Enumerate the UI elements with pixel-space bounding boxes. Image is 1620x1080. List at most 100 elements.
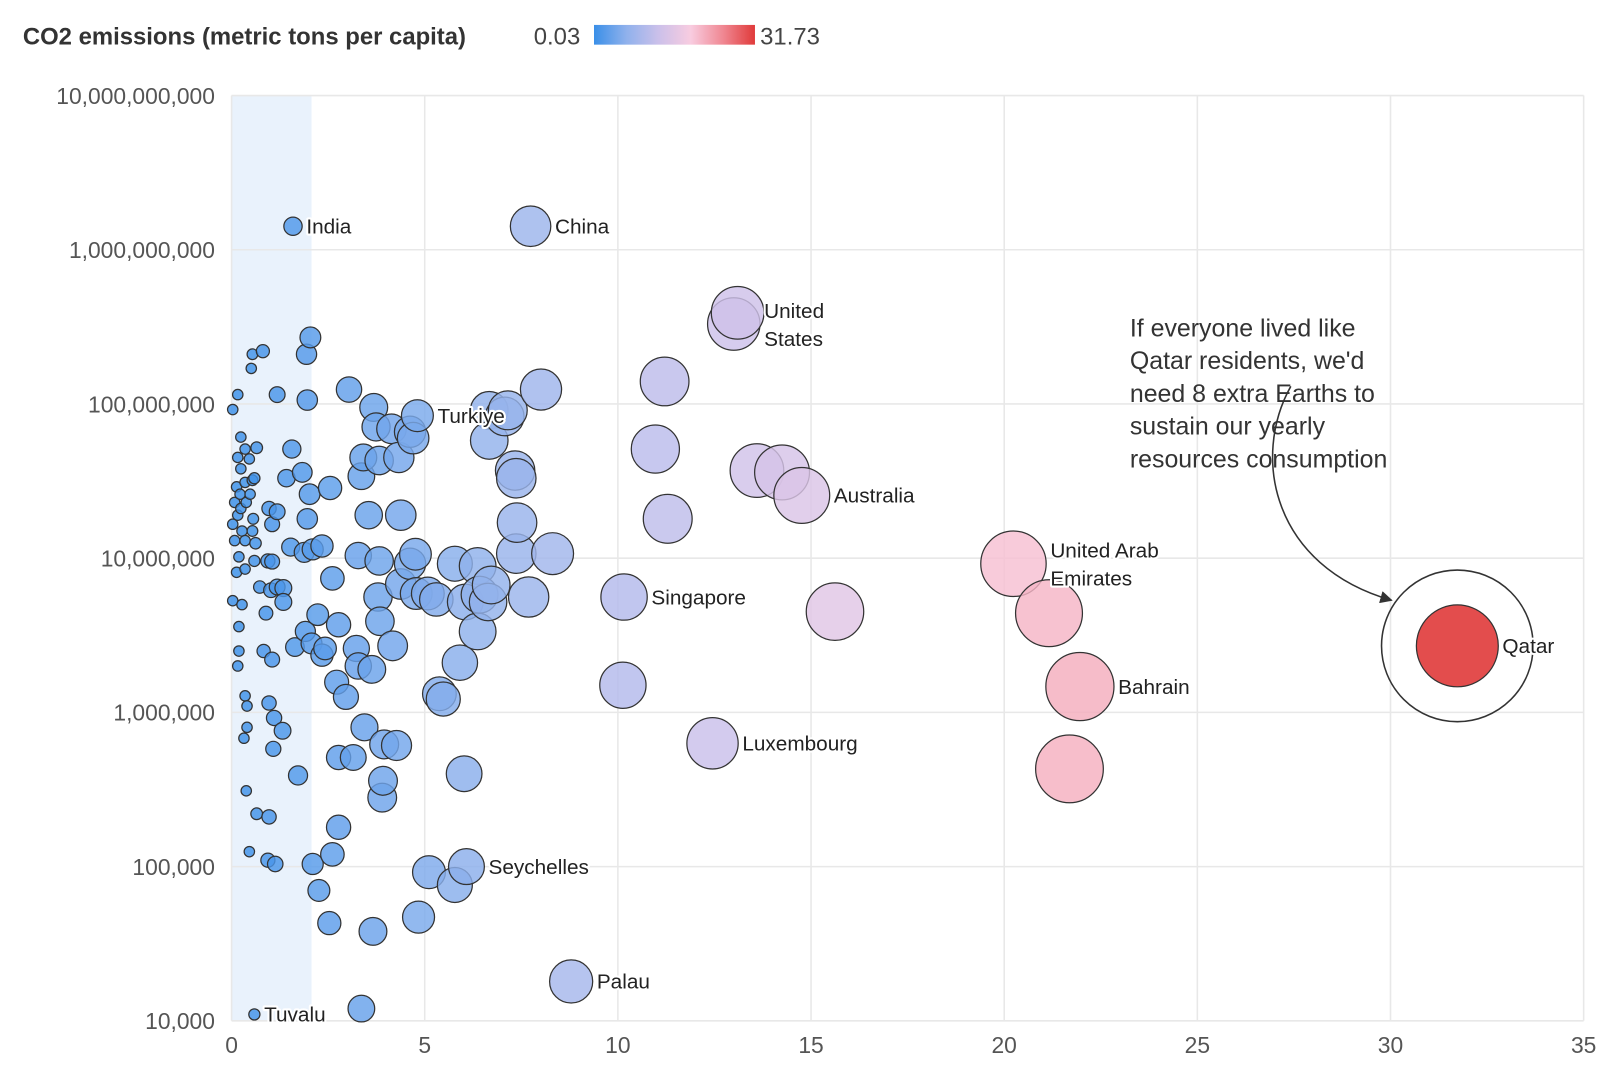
x-tick-label: 10 <box>605 1032 630 1058</box>
y-tick-label: 10,000,000,000 <box>56 83 215 109</box>
bubble <box>247 512 260 525</box>
bubble <box>325 612 352 638</box>
bubble <box>354 500 384 530</box>
bubble <box>255 343 271 359</box>
bubble <box>273 721 292 740</box>
x-tick-label: 35 <box>1571 1032 1596 1058</box>
bubble <box>1035 734 1104 804</box>
legend-color-bar <box>594 24 755 45</box>
bubble <box>233 645 245 657</box>
bubble <box>239 563 251 575</box>
bubble <box>339 743 367 772</box>
bubble <box>266 855 284 873</box>
bubble <box>287 765 309 786</box>
grid <box>230 94 1585 1022</box>
bubble <box>291 461 313 483</box>
bubble-turkiye <box>400 399 434 433</box>
bubble <box>335 376 363 403</box>
bubble <box>249 536 262 550</box>
bubble <box>274 592 293 612</box>
y-tick-label: 1,000,000 <box>113 700 215 726</box>
legend-title: CO2 emissions (metric tons per capita) <box>23 24 466 51</box>
bubble <box>441 644 479 681</box>
label-united-states: United States <box>764 300 824 351</box>
bubble <box>425 681 461 717</box>
y-tick-label: 10,000,000 <box>101 545 215 571</box>
annotation-line: resources consumption <box>1130 445 1387 473</box>
bubble <box>226 403 239 416</box>
label-qatar: Qatar <box>1502 635 1554 658</box>
x-tick-label: 0 <box>225 1032 238 1058</box>
bubble-luxembourg <box>686 717 739 770</box>
annotation: If everyone lived like Qatar residents, w… <box>1130 314 1393 604</box>
label-united-arab-emirates: United Arab Emirates <box>1050 540 1158 591</box>
bubble <box>495 457 537 499</box>
bubble <box>364 546 394 576</box>
bubble-tuvalu <box>248 1008 261 1021</box>
bubble <box>243 845 256 858</box>
bubble <box>317 475 343 501</box>
bubble <box>241 721 253 734</box>
bubble <box>496 502 538 544</box>
bubble <box>639 356 690 407</box>
bubble <box>519 368 563 411</box>
bubble <box>401 900 436 934</box>
bubble-australia <box>773 466 831 525</box>
bubble <box>642 493 693 544</box>
bubble <box>310 534 334 558</box>
bubble <box>233 551 245 563</box>
bubble <box>377 630 409 662</box>
bubble <box>365 606 395 637</box>
x-tick-label: 5 <box>418 1032 431 1058</box>
bubble <box>313 636 337 661</box>
bubble <box>320 842 345 867</box>
bubble <box>347 994 376 1023</box>
bubble <box>240 785 253 797</box>
legend-min-label: 0.03 <box>534 24 580 51</box>
bubble <box>236 525 248 537</box>
bubble <box>250 441 264 455</box>
bubble <box>306 603 330 627</box>
bubble <box>805 582 865 642</box>
bubble <box>250 807 264 821</box>
bubble <box>246 525 259 537</box>
annotation-line: need 8 extra Earths to <box>1130 380 1375 408</box>
bubble <box>350 713 379 742</box>
bubble <box>235 462 247 475</box>
label-turkiye: Turkiye <box>437 405 504 428</box>
y-axis: 10,000,000,000 1,000,000,000 100,000,000 10… <box>56 83 215 1034</box>
bubble <box>243 453 256 465</box>
y-tick-label: 100,000,000 <box>88 391 215 417</box>
highlight-ring <box>1380 569 1534 723</box>
x-tick-label: 15 <box>798 1032 823 1058</box>
bubble <box>231 660 244 672</box>
x-axis: 0 5 10 15 20 25 30 35 <box>225 1032 1596 1058</box>
label-tuvalu: Tuvalu <box>264 1004 326 1027</box>
legend: CO2 emissions (metric tons per capita) 0… <box>23 24 820 51</box>
bubble <box>231 388 244 401</box>
point-labels: India China United States Turkiye Australia Un… <box>262 213 1556 1028</box>
label-singapore: Singapore <box>651 586 746 609</box>
x-tick-label: 20 <box>991 1032 1016 1058</box>
bubble <box>358 916 388 946</box>
annotation-line: If everyone lived like <box>1130 314 1356 342</box>
bubble <box>261 695 277 711</box>
bubble <box>245 362 258 375</box>
bubble <box>325 814 352 840</box>
bubble <box>248 554 261 568</box>
bubble-bahrain <box>1045 651 1115 722</box>
bubble <box>258 605 274 621</box>
bubble <box>301 852 324 876</box>
bubble <box>265 709 283 727</box>
y-tick-label: 10,000 <box>145 1008 215 1034</box>
bubble <box>380 729 413 762</box>
bubble <box>241 700 253 712</box>
bubble <box>507 576 550 618</box>
bubble <box>233 620 245 633</box>
annotation-line: Qatar residents, we'd <box>1130 347 1365 375</box>
bubble <box>268 503 286 521</box>
bubble <box>487 390 528 431</box>
bubble-china <box>509 205 552 248</box>
bubble <box>630 424 681 474</box>
bubble <box>236 598 248 611</box>
